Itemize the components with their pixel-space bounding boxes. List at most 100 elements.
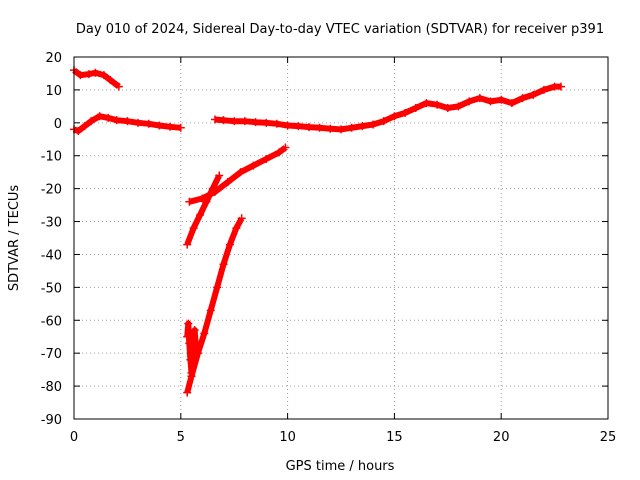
- data-point: [95, 112, 104, 121]
- data-point: [189, 336, 198, 345]
- data-point: [422, 99, 431, 108]
- data-point: [191, 342, 200, 351]
- data-point: [87, 117, 96, 126]
- data-point: [275, 148, 284, 157]
- x-tick-label: 15: [386, 430, 403, 445]
- data-point: [251, 118, 260, 127]
- series-track-main: [210, 82, 566, 134]
- data-point: [80, 122, 89, 131]
- data-point: [106, 76, 115, 85]
- y-tick-label: -70: [41, 347, 62, 362]
- series-track-spike: [183, 319, 200, 377]
- data-point: [337, 125, 345, 134]
- x-tick-label: 20: [493, 430, 510, 445]
- data-point: [326, 124, 335, 133]
- data-point: [74, 127, 83, 136]
- data-point: [262, 118, 271, 127]
- axis-ticks: 0 5 10 15 20 25 20 10 0 -10 -20 -30 -40 -50 -60 -70 -80 -…: [41, 51, 617, 445]
- data-point: [390, 112, 399, 121]
- data-point: [210, 115, 219, 124]
- data-point: [539, 85, 548, 94]
- data-point: [240, 117, 249, 126]
- data-point: [315, 123, 324, 132]
- data-point: [183, 240, 192, 249]
- data-point: [379, 117, 388, 126]
- data-point: [91, 68, 100, 77]
- y-tick-label: -80: [41, 380, 62, 395]
- data-point: [99, 71, 108, 80]
- data-point: [189, 224, 198, 233]
- data-point: [433, 100, 442, 109]
- data-point: [213, 283, 222, 292]
- data-point: [249, 161, 258, 170]
- data-point: [465, 97, 474, 106]
- y-tick-label: 10: [45, 84, 62, 99]
- data-point: [166, 122, 175, 131]
- data-point: [237, 214, 246, 223]
- data-point: [486, 97, 495, 106]
- data-point: [206, 306, 215, 315]
- x-tick-label: 0: [70, 430, 78, 445]
- data-point: [294, 122, 303, 131]
- data-point: [281, 143, 290, 152]
- data-point: [236, 168, 245, 177]
- series-line: [188, 145, 288, 205]
- data-point: [184, 319, 193, 328]
- data-point: [183, 388, 192, 397]
- data-point: [190, 326, 199, 335]
- data-point: [443, 104, 452, 113]
- data-point: [198, 194, 207, 203]
- y-tick-label: -60: [41, 314, 62, 329]
- y-tick-label: -30: [41, 216, 62, 231]
- data-point: [230, 117, 239, 126]
- data-point: [475, 94, 484, 103]
- data-point: [185, 197, 194, 206]
- y-tick-label: -10: [41, 150, 62, 165]
- data-point: [219, 116, 228, 125]
- grid: [74, 57, 608, 419]
- y-tick-label: 20: [45, 51, 62, 66]
- data-point: [114, 82, 123, 91]
- data-point: [112, 116, 121, 125]
- data-point: [283, 121, 292, 130]
- series-layer: [70, 66, 566, 397]
- series-track-early-high: [70, 66, 123, 91]
- data-point: [529, 90, 538, 99]
- data-point: [210, 187, 219, 196]
- data-point: [369, 120, 378, 129]
- x-tick-label: 10: [279, 430, 296, 445]
- y-tick-label: -90: [41, 413, 62, 428]
- data-point: [507, 99, 516, 108]
- data-point: [186, 355, 195, 364]
- data-point: [304, 123, 313, 132]
- y-axis-label: SDTVAR / TECUs: [7, 185, 22, 292]
- data-point: [84, 70, 93, 79]
- data-point: [196, 210, 205, 219]
- data-point: [411, 104, 420, 113]
- data-point: [215, 171, 224, 180]
- data-point: [272, 119, 281, 128]
- data-point: [219, 260, 228, 269]
- data-point: [262, 155, 271, 164]
- data-point: [188, 349, 197, 358]
- data-point: [123, 117, 132, 126]
- chart-title: Day 010 of 2024, Sidereal Day-to-day VTE…: [76, 22, 604, 37]
- data-point: [134, 118, 143, 127]
- series-line: [184, 174, 222, 246]
- y-tick-label: -50: [41, 281, 62, 296]
- data-point: [155, 121, 164, 130]
- y-tick-label: 0: [54, 117, 62, 132]
- data-point: [223, 178, 232, 187]
- series-track-early-zero: [70, 112, 185, 136]
- data-point: [347, 123, 356, 132]
- y-tick-label: -40: [41, 248, 62, 263]
- data-point: [183, 332, 192, 341]
- data-point: [518, 94, 527, 103]
- data-point: [497, 95, 506, 104]
- series-line: [214, 83, 561, 133]
- data-point: [401, 108, 410, 117]
- data-point: [144, 119, 153, 128]
- x-axis-label: GPS time / hours: [286, 459, 395, 474]
- plot-frame: [73, 56, 609, 420]
